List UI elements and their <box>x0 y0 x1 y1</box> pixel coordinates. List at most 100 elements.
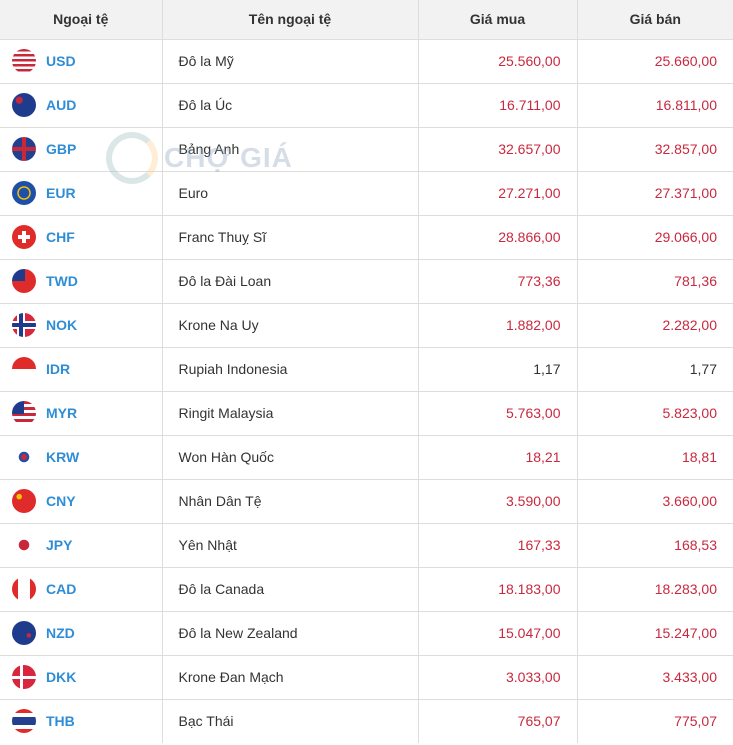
buy-price: 28.866,00 <box>418 214 578 259</box>
currency-cell: NZD <box>0 610 163 655</box>
currency-cell: DKK <box>0 654 163 699</box>
currency-cell: MYR <box>0 390 163 435</box>
currency-name: Yên Nhật <box>162 522 419 567</box>
buy-price: 25.560,00 <box>418 38 578 83</box>
table-row: KRW Won Hàn Quốc 18,21 18,81 <box>0 434 733 479</box>
currency-code: MYR <box>46 405 78 421</box>
buy-price: 18,21 <box>418 434 578 479</box>
currency-code: NOK <box>46 317 78 333</box>
tw-flag-icon <box>12 269 36 293</box>
table-header: Ngoại tệ Tên ngoại tệ Giá mua Giá bán <box>0 0 733 39</box>
currency-cell: NOK <box>0 302 163 347</box>
sell-price: 2.282,00 <box>577 302 733 347</box>
ch-flag-icon <box>12 225 36 249</box>
sell-price: 1,77 <box>577 346 733 391</box>
currency-code: AUD <box>46 97 77 113</box>
currency-code: DKK <box>46 669 77 685</box>
buy-price: 1.882,00 <box>418 302 578 347</box>
table-row: NOK Krone Na Uy 1.882,00 2.282,00 <box>0 302 733 347</box>
currency-name: Won Hàn Quốc <box>162 434 419 479</box>
table-row: MYR Ringit Malaysia 5.763,00 5.823,00 <box>0 390 733 435</box>
currency-cell: THB <box>0 698 163 743</box>
table-row: THB Bạc Thái 765,07 775,07 <box>0 698 733 743</box>
header-buy: Giá mua <box>418 0 578 39</box>
buy-price: 3.590,00 <box>418 478 578 523</box>
currency-name: Ringit Malaysia <box>162 390 419 435</box>
currency-code: NZD <box>46 625 75 641</box>
currency-code: THB <box>46 713 75 730</box>
currency-name: Đô la Mỹ <box>162 38 419 83</box>
jp-flag-icon <box>12 533 36 557</box>
currency-name: Euro <box>162 170 419 215</box>
sell-price: 29.066,00 <box>577 214 733 259</box>
currency-code: CNY <box>46 493 76 509</box>
currency-cell: EUR <box>0 170 163 215</box>
au-flag-icon <box>12 93 36 117</box>
buy-price: 765,07 <box>418 698 578 743</box>
currency-code: GBP <box>46 141 77 157</box>
currency-name: Rupiah Indonesia <box>162 346 419 391</box>
currency-name: Đô la Đài Loan <box>162 258 419 303</box>
buy-price: 15.047,00 <box>418 610 578 655</box>
table-row: CAD Đô la Canada 18.183,00 18.283,00 <box>0 566 733 611</box>
table-row: TWD Đô la Đài Loan 773,36 781,36 <box>0 258 733 303</box>
gb-flag-icon <box>12 137 36 161</box>
currency-code: TWD <box>46 273 78 289</box>
currency-code: KRW <box>46 449 80 465</box>
currency-cell: KRW <box>0 434 163 479</box>
header-sell: Giá bán <box>577 0 733 39</box>
currency-name: Krone Đan Mạch <box>162 654 419 699</box>
currency-name: Đô la Úc <box>162 82 419 127</box>
currency-name: Đô la Canada <box>162 566 419 611</box>
sell-price: 25.660,00 <box>577 38 733 83</box>
sell-price: 168,53 <box>577 522 733 567</box>
sell-price: 16.811,00 <box>577 82 733 127</box>
header-currency-name: Tên ngoại tệ <box>162 0 419 39</box>
nz-flag-icon <box>12 621 36 645</box>
sell-price: 3.433,00 <box>577 654 733 699</box>
buy-price: 167,33 <box>418 522 578 567</box>
buy-price: 3.033,00 <box>418 654 578 699</box>
buy-price: 1,17 <box>418 346 578 391</box>
sell-price: 15.247,00 <box>577 610 733 655</box>
kr-flag-icon <box>12 445 36 469</box>
table-row: CHF Franc Thuỵ Sĩ 28.866,00 29.066,00 <box>0 214 733 259</box>
table-row: CNY Nhân Dân Tệ 3.590,00 3.660,00 <box>0 478 733 523</box>
sell-price: 27.371,00 <box>577 170 733 215</box>
sell-price: 781,36 <box>577 258 733 303</box>
sell-price: 5.823,00 <box>577 390 733 435</box>
currency-name: Franc Thuỵ Sĩ <box>162 214 419 259</box>
currency-name: Nhân Dân Tệ <box>162 478 419 523</box>
currency-cell: CAD <box>0 566 163 611</box>
currency-code: IDR <box>46 361 71 377</box>
table-row: AUD Đô la Úc 16.711,00 16.811,00 <box>0 82 733 127</box>
currency-code: CHF <box>46 229 75 245</box>
currency-code: USD <box>46 53 76 69</box>
currency-code: EUR <box>46 185 76 201</box>
buy-price: 18.183,00 <box>418 566 578 611</box>
currency-cell: AUD <box>0 82 163 127</box>
currency-cell: GBP <box>0 126 163 171</box>
buy-price: 32.657,00 <box>418 126 578 171</box>
sell-price: 775,07 <box>577 698 733 743</box>
currency-cell: CNY <box>0 478 163 523</box>
currency-name: Bạc Thái <box>162 698 419 743</box>
buy-price: 773,36 <box>418 258 578 303</box>
currency-cell: CHF <box>0 214 163 259</box>
sell-price: 3.660,00 <box>577 478 733 523</box>
buy-price: 16.711,00 <box>418 82 578 127</box>
table-row: NZD Đô la New Zealand 15.047,00 15.247,0… <box>0 610 733 655</box>
table-row: EUR Euro 27.271,00 27.371,00 <box>0 170 733 215</box>
buy-price: 27.271,00 <box>418 170 578 215</box>
dk-flag-icon <box>12 665 36 689</box>
header-currency: Ngoại tệ <box>0 0 163 39</box>
id-flag-icon <box>12 357 36 381</box>
currency-code: CAD <box>46 581 77 597</box>
sell-price: 32.857,00 <box>577 126 733 171</box>
eu-flag-icon <box>12 181 36 205</box>
cn-flag-icon <box>12 489 36 513</box>
currency-cell: IDR <box>0 346 163 391</box>
currency-name: Đô la New Zealand <box>162 610 419 655</box>
table-row: GBP Bảng Anh 32.657,00 32.857,00 <box>0 126 733 171</box>
